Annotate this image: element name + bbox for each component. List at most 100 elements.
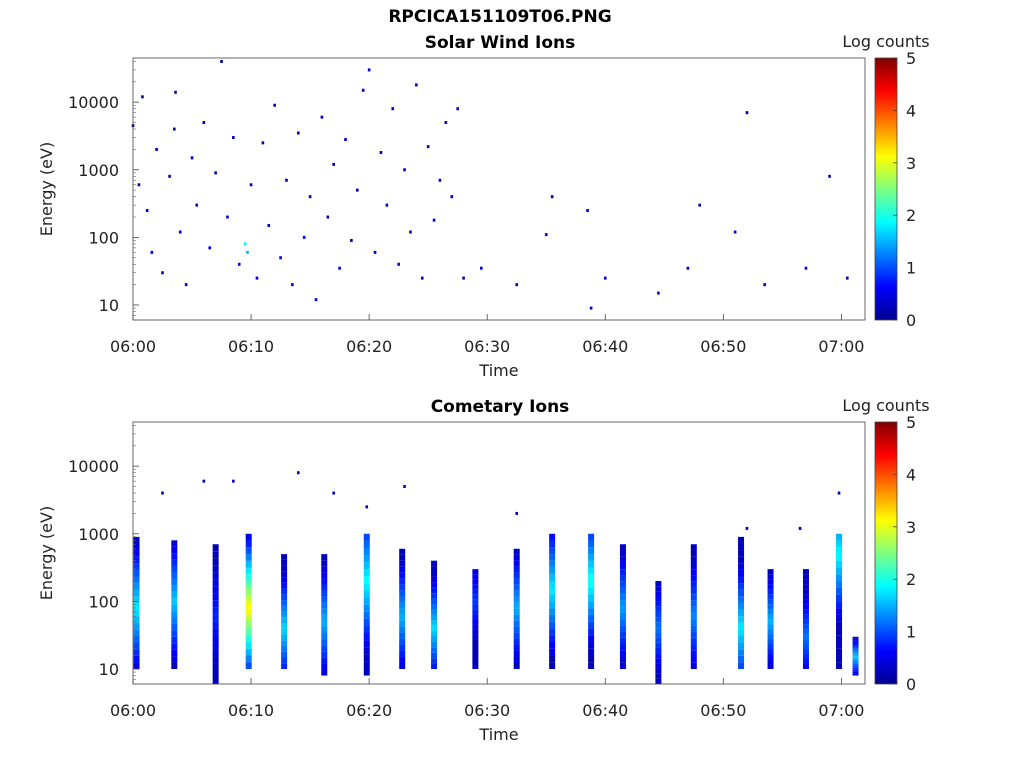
figure-title: RPCICA151109T06.PNG: [388, 7, 612, 27]
spectrogram-cell: [133, 576, 140, 584]
spectrogram-cell: [767, 594, 774, 600]
spectrogram-cell: [472, 569, 479, 575]
spectrogram-cell: [619, 562, 626, 570]
spectrogram-cell: [802, 569, 809, 575]
spectrogram-cell: [171, 611, 178, 618]
spectrogram-cell: [431, 641, 438, 648]
colorbar-ticks: 0 1 2 3 4 5: [893, 49, 916, 330]
spectrogram-cell: [245, 614, 252, 622]
spectrogram-cell: [544, 233, 548, 237]
spectrogram-cell: [171, 559, 178, 567]
spectrogram-cell: [619, 631, 626, 638]
spectrogram-cell: [690, 612, 697, 620]
spectrogram-cell: [804, 266, 808, 270]
spectrogram-cell: [513, 638, 520, 645]
spectrogram-cell: [171, 604, 178, 612]
y-tick-label: 10000: [68, 457, 119, 476]
spectrogram-cell: [767, 589, 774, 595]
spectrogram-cell: [212, 579, 219, 587]
spectrogram-cell: [332, 162, 336, 166]
spectrogram-cell: [363, 576, 370, 584]
spectrogram-cell: [273, 103, 276, 107]
spectrogram-cell: [690, 600, 697, 607]
spectrogram-cell: [133, 536, 140, 544]
cometary-ions-panel: Cometary Ions 06:00 06:10 06:20 06:30 06:40 0…: [37, 396, 930, 744]
colorbar: [874, 57, 898, 321]
spectrogram-cell: [619, 637, 626, 645]
spectrogram-cell: [363, 633, 370, 641]
spectrogram-cell: [281, 600, 288, 606]
spectrogram-cell: [363, 654, 370, 662]
spectrogram-cell: [363, 640, 370, 648]
spectrogram-cell: [281, 577, 288, 583]
spectrogram-cell: [852, 667, 859, 670]
colorbar-ticks: 0 1 2 3 4 5: [893, 413, 916, 694]
spectrogram-cell: [133, 649, 140, 656]
colorbar-tick-label: 3: [906, 154, 916, 173]
spectrogram-cell: [836, 554, 843, 561]
spectrogram-cell: [399, 662, 406, 670]
spectrogram-cell: [399, 560, 406, 567]
spectrogram-cell: [133, 589, 140, 597]
ion-burst: [399, 548, 406, 670]
spectrogram-cell: [431, 647, 438, 653]
spectrogram-cell: [603, 276, 607, 280]
spectrogram-cell: [321, 584, 328, 591]
spectrogram-cell: [190, 156, 194, 160]
spectrogram-cell: [686, 266, 690, 270]
spectrogram-cell: [212, 565, 219, 573]
spectrogram-cell: [267, 223, 271, 227]
spectrogram-cell: [245, 621, 252, 629]
y-tick-label: 1000: [78, 525, 119, 544]
spectrogram-cell: [365, 505, 369, 509]
spectrogram-cell: [168, 174, 171, 178]
spectrogram-cell: [133, 563, 140, 570]
spectrogram-cell: [212, 544, 219, 552]
x-tick-label: 06:50: [700, 337, 746, 356]
spectrogram-cell: [655, 581, 662, 587]
spectrogram-cell: [472, 589, 479, 595]
spectrogram-cell: [513, 614, 520, 621]
colorbar-label: Log counts: [842, 32, 929, 51]
spectrogram-cell: [155, 147, 158, 151]
cometary-ions-spectrogram: [133, 471, 859, 684]
spectrogram-cell: [281, 646, 288, 652]
spectrogram-cell: [431, 560, 438, 567]
spectrogram-cell: [852, 648, 859, 651]
ion-burst: [321, 554, 328, 676]
spectrogram-cell: [690, 575, 697, 582]
spectrogram-cell: [399, 584, 406, 591]
spectrogram-cell: [588, 601, 595, 609]
spectrogram-cell: [479, 266, 483, 270]
spectrogram-cell: [549, 628, 556, 636]
spectrogram-cell: [420, 276, 424, 280]
spectrogram-cell: [291, 283, 294, 287]
plot-frame: [132, 57, 866, 321]
spectrogram-cell: [431, 598, 438, 605]
spectrogram-cell: [549, 574, 556, 582]
spectrogram-cell: [171, 643, 178, 650]
spectrogram-cell: [586, 208, 589, 212]
x-tick-label: 06:30: [464, 337, 510, 356]
spectrogram-cell: [619, 587, 626, 595]
spectrogram-cell: [655, 596, 662, 602]
spectrogram-cell: [836, 587, 843, 595]
spectrogram-cell: [431, 609, 438, 615]
spectrogram-cell: [738, 556, 745, 564]
spectrogram-cell: [738, 635, 745, 643]
spectrogram-cell: [619, 625, 626, 632]
spectrogram-cell: [802, 654, 809, 660]
spectrogram-cell: [767, 614, 774, 620]
ion-burst: [852, 636, 859, 676]
spectrogram-cell: [285, 178, 288, 182]
spectrogram-cell: [472, 634, 479, 640]
spectrogram-cell: [513, 584, 520, 591]
spectrogram-cell: [549, 540, 556, 548]
spectrogram-cell: [802, 639, 809, 645]
spectrogram-cell: [472, 584, 479, 590]
spectrogram-cell: [281, 640, 288, 647]
spectrogram-cell: [431, 652, 438, 659]
spectrogram-cell: [767, 619, 774, 625]
spectrogram-cell: [450, 195, 454, 199]
x-tick-label: 06:50: [700, 701, 746, 720]
